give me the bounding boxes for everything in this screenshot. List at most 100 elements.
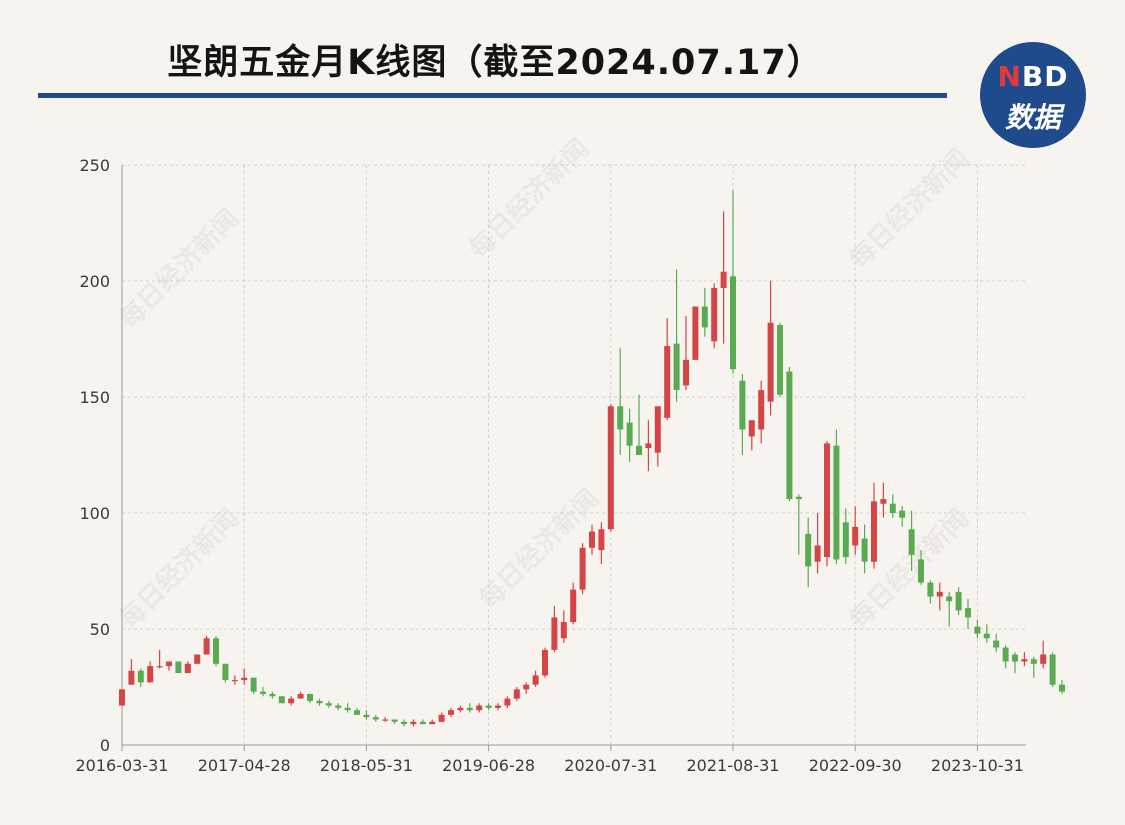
candle-body bbox=[1030, 659, 1037, 664]
candle-body bbox=[730, 276, 736, 370]
candle-body bbox=[767, 322, 774, 402]
candle-body bbox=[955, 591, 962, 611]
watermark-text: 每日经济新闻 bbox=[113, 203, 245, 335]
watermark-text: 每日经济新闻 bbox=[463, 133, 595, 265]
grid-lines bbox=[122, 164, 1026, 745]
candle bbox=[542, 647, 548, 678]
candle-body bbox=[231, 680, 238, 682]
candle bbox=[711, 283, 718, 349]
candles bbox=[119, 190, 1065, 727]
candle-body bbox=[137, 670, 144, 683]
candle-body bbox=[1021, 659, 1028, 662]
candle bbox=[701, 287, 708, 337]
candle bbox=[363, 710, 370, 720]
candle bbox=[250, 677, 257, 694]
candle bbox=[626, 408, 633, 462]
candle-body bbox=[626, 422, 633, 446]
candle bbox=[335, 703, 342, 711]
candle-body bbox=[194, 654, 201, 664]
candle bbox=[551, 605, 558, 653]
candle bbox=[946, 591, 953, 627]
candle bbox=[166, 661, 172, 671]
candle bbox=[993, 633, 1000, 653]
x-tick-label: 2022-09-30 bbox=[809, 756, 902, 775]
candle bbox=[316, 698, 323, 706]
candle-body bbox=[495, 705, 501, 708]
candle bbox=[344, 703, 351, 713]
y-tick-label: 50 bbox=[90, 620, 110, 639]
candle bbox=[194, 654, 201, 664]
candle-body bbox=[1002, 647, 1009, 662]
candle-body bbox=[673, 343, 680, 391]
candle bbox=[401, 719, 407, 727]
x-tick-label: 2019-06-28 bbox=[442, 756, 535, 775]
x-tick-label: 2020-07-31 bbox=[564, 756, 657, 775]
candle bbox=[307, 693, 313, 704]
candle-body bbox=[532, 675, 539, 685]
candle-body bbox=[1012, 654, 1018, 662]
candle bbox=[974, 619, 981, 639]
candle bbox=[814, 513, 821, 574]
candle-body bbox=[419, 721, 426, 725]
candle-body bbox=[645, 443, 652, 449]
x-tick-label: 2021-08-31 bbox=[687, 756, 780, 775]
candle bbox=[861, 524, 868, 574]
candle-body bbox=[288, 698, 295, 704]
candle bbox=[119, 689, 125, 706]
candle bbox=[683, 315, 689, 391]
candle-body bbox=[391, 719, 398, 722]
candle bbox=[354, 707, 360, 715]
candle-body bbox=[908, 529, 915, 555]
y-tick-label: 200 bbox=[79, 272, 110, 291]
candle bbox=[767, 281, 774, 416]
candle-body bbox=[654, 406, 661, 453]
candle-body bbox=[889, 503, 896, 513]
candle bbox=[692, 306, 699, 360]
candle bbox=[1012, 652, 1018, 674]
candle-body bbox=[213, 638, 219, 664]
candle-body bbox=[1040, 654, 1047, 664]
candle-body bbox=[410, 721, 417, 725]
candle-body bbox=[720, 271, 727, 288]
candle-body bbox=[222, 663, 229, 681]
candle-body bbox=[861, 538, 868, 562]
logo-subtitle: 数据 bbox=[1004, 101, 1061, 134]
candle bbox=[1059, 680, 1065, 694]
candle-body bbox=[664, 345, 671, 418]
candle bbox=[203, 635, 210, 655]
candle-body bbox=[814, 545, 821, 562]
candle-body bbox=[636, 445, 642, 455]
candle bbox=[175, 661, 182, 674]
candle-body bbox=[401, 721, 407, 725]
x-tick-label: 2017-04-28 bbox=[198, 756, 291, 775]
candle-body bbox=[307, 693, 313, 701]
candle-body bbox=[824, 443, 830, 558]
candle-body bbox=[711, 287, 718, 342]
candle bbox=[325, 700, 332, 708]
candle bbox=[908, 510, 915, 571]
candle-body bbox=[983, 633, 990, 639]
x-axis-ticks: 2016-03-31 2017-04-28 2018-05-31 2019-06-28… bbox=[76, 745, 1024, 775]
candle bbox=[955, 587, 962, 616]
candle bbox=[645, 420, 652, 472]
candle-body bbox=[852, 526, 859, 546]
x-tick-label: 2016-03-31 bbox=[76, 756, 169, 775]
candle-body bbox=[542, 649, 548, 676]
candle bbox=[231, 675, 238, 685]
candle bbox=[457, 705, 464, 713]
candle-body bbox=[513, 689, 520, 699]
candle-body bbox=[476, 705, 483, 711]
candle bbox=[241, 668, 248, 685]
candle-body bbox=[758, 390, 765, 430]
candle-body bbox=[241, 677, 248, 681]
axes bbox=[121, 165, 1026, 746]
candle-body bbox=[438, 714, 445, 722]
candle-body bbox=[250, 677, 257, 692]
candle-body bbox=[936, 591, 943, 597]
candle bbox=[128, 659, 135, 685]
candle bbox=[1040, 640, 1047, 669]
candle bbox=[288, 696, 295, 706]
candle-body bbox=[1049, 654, 1056, 685]
candle-body bbox=[739, 380, 746, 430]
candle bbox=[438, 712, 445, 722]
